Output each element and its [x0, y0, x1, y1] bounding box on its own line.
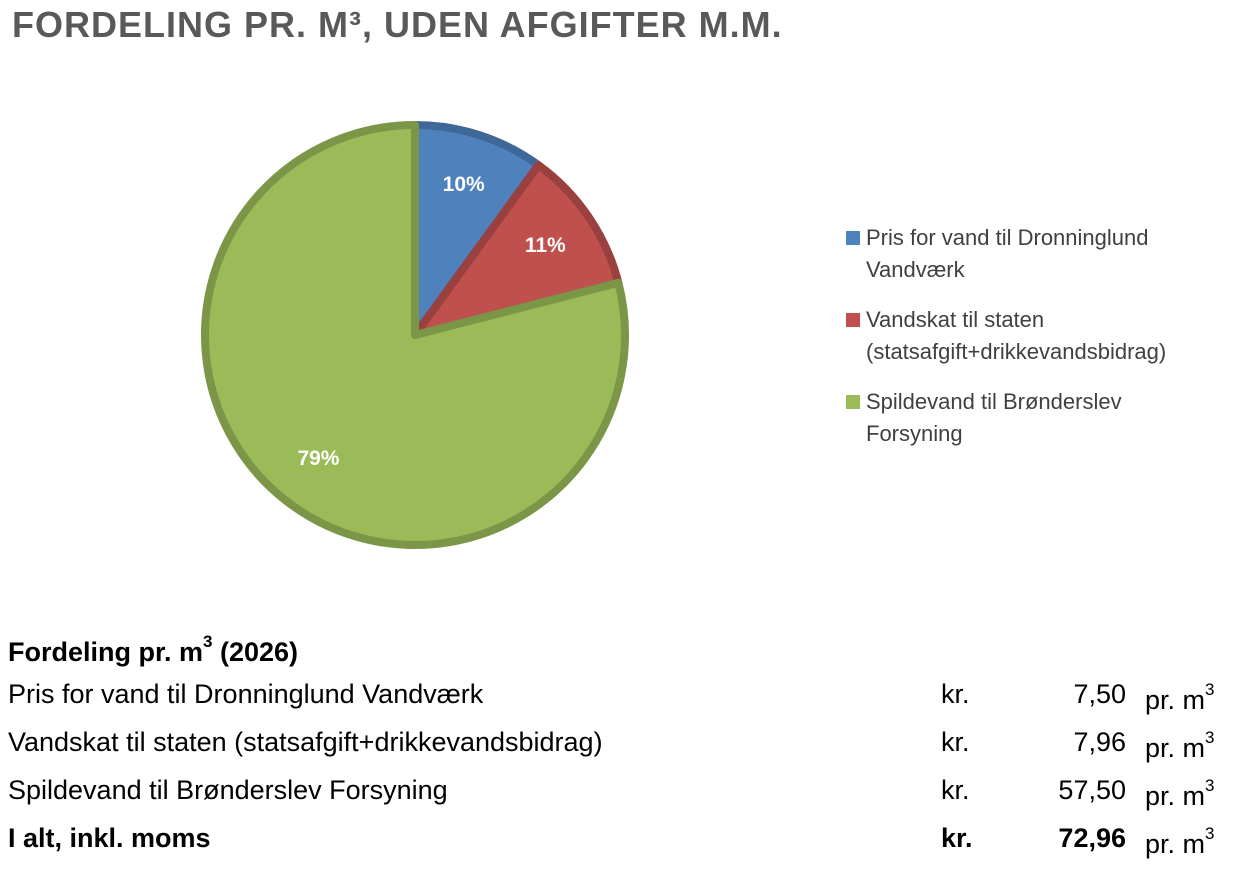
header-label: Fordeling pr. m — [8, 637, 204, 667]
header-text: Fordeling pr. m3 (2026) — [8, 622, 298, 676]
unit-sup: 3 — [1205, 776, 1215, 795]
unit-text: pr. m — [1145, 685, 1206, 715]
chart-title: FORDELING PR. M³, UDEN AFGIFTER M.M. — [12, 4, 783, 45]
unit-text: pr. m — [1145, 781, 1206, 811]
amount: 72,96 — [1058, 823, 1126, 853]
currency: kr. — [941, 823, 973, 853]
legend: Pris for vand til Dronninglund Vandværk V… — [846, 222, 1216, 468]
data-label: 79% — [297, 447, 339, 470]
legend-item: Pris for vand til Dronninglund Vandværk — [846, 222, 1216, 286]
data-label: 11% — [525, 234, 566, 257]
unit: pr. m3 — [1145, 718, 1214, 772]
legend-swatch — [846, 231, 860, 245]
unit-sup: 3 — [1205, 728, 1215, 747]
unit-text: pr. m — [1145, 733, 1206, 763]
row-label: Vandskat til staten (statsafgift+drikkev… — [8, 727, 603, 757]
pie-slice — [411, 121, 543, 339]
table-row: Pris for vand til Dronninglund Vandværk k… — [8, 670, 1228, 718]
legend-swatch — [846, 395, 860, 409]
legend-item: Spildevand til Brønderslev Forsyning — [846, 386, 1216, 450]
table-header: Fordeling pr. m3 (2026) — [8, 622, 1228, 670]
row-label: I alt, inkl. moms — [8, 823, 211, 853]
amount: 7,96 — [1073, 727, 1126, 757]
table: Fordeling pr. m3 (2026) Pris for vand ti… — [8, 622, 1228, 862]
unit: pr. m3 — [1145, 766, 1214, 820]
table-row: Vandskat til staten (statsafgift+drikkev… — [8, 718, 1228, 766]
unit-sup: 3 — [1205, 680, 1215, 699]
header-year: (2026) — [220, 637, 299, 667]
unit: pr. m3 — [1145, 814, 1214, 868]
table-row: I alt, inkl. moms kr. 72,96 pr. m3 — [8, 814, 1228, 862]
amount: 57,50 — [1058, 775, 1126, 805]
pie-slice — [201, 121, 629, 549]
amount: 7,50 — [1073, 679, 1126, 709]
legend-label: Vandskat til staten (statsafgift+drikkev… — [866, 307, 1167, 364]
currency: kr. — [941, 775, 970, 805]
unit: pr. m3 — [1145, 670, 1214, 724]
unit-sup: 3 — [1205, 824, 1215, 843]
unit-text: pr. m — [1145, 829, 1206, 859]
currency: kr. — [941, 727, 970, 757]
table-row: Spildevand til Brønderslev Forsyning kr. 5… — [8, 766, 1228, 814]
data-label: 10% — [443, 173, 485, 196]
legend-swatch — [846, 313, 860, 327]
legend-label: Spildevand til Brønderslev Forsyning — [866, 389, 1122, 446]
currency: kr. — [941, 679, 970, 709]
legend-item: Vandskat til staten (statsafgift+drikkev… — [846, 304, 1216, 368]
row-label: Spildevand til Brønderslev Forsyning — [8, 775, 448, 805]
pie-chart: 10% 11% 79% — [201, 121, 629, 549]
header-sup: 3 — [203, 632, 213, 651]
legend-label: Pris for vand til Dronninglund Vandværk — [866, 225, 1149, 282]
row-label: Pris for vand til Dronninglund Vandværk — [8, 679, 484, 709]
